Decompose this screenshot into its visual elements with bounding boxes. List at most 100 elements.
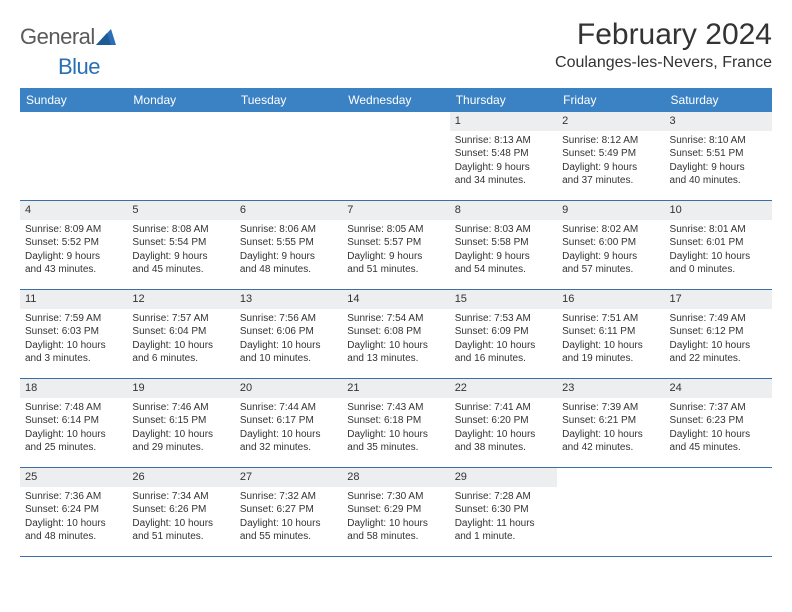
daylight-text-1: Daylight: 10 hours (347, 428, 444, 442)
day-content: Sunrise: 7:51 AMSunset: 6:11 PMDaylight:… (557, 309, 664, 370)
sunrise-text: Sunrise: 7:51 AM (562, 312, 659, 326)
day-number: 16 (557, 290, 664, 309)
sunset-text: Sunset: 5:58 PM (455, 236, 552, 250)
day-content: Sunrise: 7:34 AMSunset: 6:26 PMDaylight:… (127, 487, 234, 548)
day-content: Sunrise: 8:05 AMSunset: 5:57 PMDaylight:… (342, 220, 449, 281)
day-cell: 9Sunrise: 8:02 AMSunset: 6:00 PMDaylight… (557, 201, 664, 289)
sunset-text: Sunset: 6:00 PM (562, 236, 659, 250)
daylight-text-1: Daylight: 10 hours (25, 517, 122, 531)
day-number: 28 (342, 468, 449, 487)
day-number: 20 (235, 379, 342, 398)
daylight-text-1: Daylight: 9 hours (670, 161, 767, 175)
logo-triangle-icon (96, 29, 116, 45)
sunset-text: Sunset: 6:17 PM (240, 414, 337, 428)
day-cell: 2 Sunrise: 8:12 AMSunset: 5:49 PMDaylight… (557, 112, 664, 200)
sunrise-text: Sunrise: 8:12 AM (562, 134, 659, 148)
day-cell (665, 468, 772, 556)
sunrise-text: Sunrise: 7:34 AM (132, 490, 229, 504)
day-cell: 8Sunrise: 8:03 AMSunset: 5:58 PMDaylight… (450, 201, 557, 289)
sunrise-text: Sunrise: 7:53 AM (455, 312, 552, 326)
day-cell: 28Sunrise: 7:30 AMSunset: 6:29 PMDayligh… (342, 468, 449, 556)
day-number: 14 (342, 290, 449, 309)
logo-text-general: General (20, 24, 95, 50)
day-cell: 23Sunrise: 7:39 AMSunset: 6:21 PMDayligh… (557, 379, 664, 467)
sunrise-text: Sunrise: 7:48 AM (25, 401, 122, 415)
day-content: Sunrise: 7:49 AMSunset: 6:12 PMDaylight:… (665, 309, 772, 370)
daylight-text-1: Daylight: 9 hours (347, 250, 444, 264)
day-number: 19 (127, 379, 234, 398)
day-number: 21 (342, 379, 449, 398)
sunrise-text: Sunrise: 7:57 AM (132, 312, 229, 326)
daylight-text-2: and 22 minutes. (670, 352, 767, 366)
day-cell (20, 112, 127, 200)
sunrise-text: Sunrise: 7:43 AM (347, 401, 444, 415)
daylight-text-2: and 45 minutes. (670, 441, 767, 455)
day-cell: 27Sunrise: 7:32 AMSunset: 6:27 PMDayligh… (235, 468, 342, 556)
sunset-text: Sunset: 6:04 PM (132, 325, 229, 339)
daylight-text-1: Daylight: 9 hours (562, 161, 659, 175)
sunset-text: Sunset: 6:15 PM (132, 414, 229, 428)
day-content: Sunrise: 7:53 AMSunset: 6:09 PMDaylight:… (450, 309, 557, 370)
sunset-text: Sunset: 6:12 PM (670, 325, 767, 339)
daylight-text-1: Daylight: 10 hours (455, 428, 552, 442)
day-number: 26 (127, 468, 234, 487)
empty-day (665, 468, 772, 485)
day-cell: 13Sunrise: 7:56 AMSunset: 6:06 PMDayligh… (235, 290, 342, 378)
day-cell (557, 468, 664, 556)
daylight-text-2: and 45 minutes. (132, 263, 229, 277)
week-row: 11Sunrise: 7:59 AMSunset: 6:03 PMDayligh… (20, 290, 772, 379)
daylight-text-2: and 0 minutes. (670, 263, 767, 277)
day-cell (127, 112, 234, 200)
sunset-text: Sunset: 6:03 PM (25, 325, 122, 339)
title-block: February 2024 Coulanges-les-Nevers, Fran… (555, 18, 772, 72)
daylight-text-2: and 48 minutes. (25, 530, 122, 544)
day-number: 10 (665, 201, 772, 220)
daylight-text-1: Daylight: 10 hours (562, 339, 659, 353)
sunset-text: Sunset: 6:21 PM (562, 414, 659, 428)
sunset-text: Sunset: 5:52 PM (25, 236, 122, 250)
sunrise-text: Sunrise: 8:09 AM (25, 223, 122, 237)
day-header-tuesday: Tuesday (235, 88, 342, 112)
empty-day (127, 112, 234, 129)
sunset-text: Sunset: 5:51 PM (670, 147, 767, 161)
day-number: 2 (557, 112, 664, 131)
sunrise-text: Sunrise: 7:59 AM (25, 312, 122, 326)
daylight-text-1: Daylight: 10 hours (455, 339, 552, 353)
day-header-monday: Monday (127, 88, 234, 112)
sunset-text: Sunset: 6:27 PM (240, 503, 337, 517)
day-content: Sunrise: 7:44 AMSunset: 6:17 PMDaylight:… (235, 398, 342, 459)
day-cell: 5Sunrise: 8:08 AMSunset: 5:54 PMDaylight… (127, 201, 234, 289)
sunset-text: Sunset: 5:57 PM (347, 236, 444, 250)
sunrise-text: Sunrise: 8:08 AM (132, 223, 229, 237)
daylight-text-2: and 58 minutes. (347, 530, 444, 544)
day-cell: 21 Sunrise: 7:43 AMSunset: 6:18 PMDayligh… (342, 379, 449, 467)
sunset-text: Sunset: 6:14 PM (25, 414, 122, 428)
sunset-text: Sunset: 6:18 PM (347, 414, 444, 428)
calendar-page: General February 2024 Coulanges-les-Neve… (0, 0, 792, 567)
day-number: 23 (557, 379, 664, 398)
day-content: Sunrise: 7:48 AMSunset: 6:14 PMDaylight:… (20, 398, 127, 459)
day-header-thursday: Thursday (450, 88, 557, 112)
day-cell: 1Sunrise: 8:13 AMSunset: 5:48 PMDaylight… (450, 112, 557, 200)
day-cell: 20Sunrise: 7:44 AMSunset: 6:17 PMDayligh… (235, 379, 342, 467)
day-cell: 25Sunrise: 7:36 AMSunset: 6:24 PMDayligh… (20, 468, 127, 556)
day-number: 4 (20, 201, 127, 220)
sunset-text: Sunset: 5:55 PM (240, 236, 337, 250)
daylight-text-1: Daylight: 10 hours (132, 517, 229, 531)
sunset-text: Sunset: 6:09 PM (455, 325, 552, 339)
sunset-text: Sunset: 6:01 PM (670, 236, 767, 250)
daylight-text-2: and 51 minutes. (347, 263, 444, 277)
sunrise-text: Sunrise: 7:36 AM (25, 490, 122, 504)
day-content: Sunrise: 8:03 AMSunset: 5:58 PMDaylight:… (450, 220, 557, 281)
day-cell: 14Sunrise: 7:54 AMSunset: 6:08 PMDayligh… (342, 290, 449, 378)
calendar-grid: SundayMondayTuesdayWednesdayThursdayFrid… (20, 88, 772, 557)
day-cell: 16Sunrise: 7:51 AMSunset: 6:11 PMDayligh… (557, 290, 664, 378)
day-cell: 26Sunrise: 7:34 AMSunset: 6:26 PMDayligh… (127, 468, 234, 556)
daylight-text-1: Daylight: 10 hours (670, 250, 767, 264)
daylight-text-2: and 34 minutes. (455, 174, 552, 188)
day-cell: 11Sunrise: 7:59 AMSunset: 6:03 PMDayligh… (20, 290, 127, 378)
sunset-text: Sunset: 5:49 PM (562, 147, 659, 161)
day-content: Sunrise: 7:46 AMSunset: 6:15 PMDaylight:… (127, 398, 234, 459)
day-content: Sunrise: 8:02 AMSunset: 6:00 PMDaylight:… (557, 220, 664, 281)
day-number: 12 (127, 290, 234, 309)
